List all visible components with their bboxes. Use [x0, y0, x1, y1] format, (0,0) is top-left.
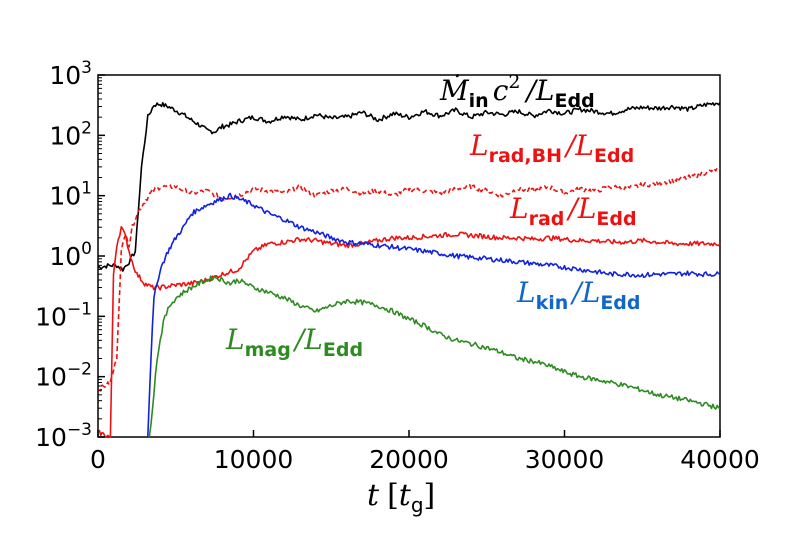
y-tick-label: 102 — [49, 118, 92, 150]
series-line-lrad — [97, 226, 721, 438]
series-line-lmag — [148, 275, 721, 438]
y-tick-label: 10−2 — [35, 360, 92, 392]
x-tick-label: 0 — [90, 445, 106, 474]
y-tick-label: 10−1 — [35, 299, 92, 331]
plot-series — [97, 102, 721, 438]
x-tick-label: 20000 — [369, 445, 449, 474]
series-line-mdot — [97, 102, 721, 272]
y-tick-label: 10−3 — [35, 420, 92, 452]
x-axis: 0 10000 20000 30000 40000 — [90, 430, 760, 474]
series-label-lkin: Lkin/LEdd — [516, 276, 641, 314]
x-axis-label: t [tg] — [367, 478, 435, 517]
y-tick-label: 100 — [49, 239, 92, 271]
series-label-lrad-bh: Lrad,BH/LEdd — [469, 129, 634, 167]
y-tick-label: 103 — [49, 58, 92, 90]
x-tick-label: 10000 — [214, 445, 294, 474]
series-line-lkin — [147, 192, 721, 438]
x-tick-label: 40000 — [680, 445, 760, 474]
series-label-lrad: Lrad/LEdd — [509, 192, 637, 230]
y-tick-label: 101 — [49, 179, 92, 211]
plot-frame — [97, 74, 721, 438]
series-label-mdot: Ṁin c2/LEdd — [439, 71, 595, 112]
y-axis: 10−3 10−2 10−1 100 101 102 103 — [35, 58, 105, 452]
series-label-lmag: Lmag/LEdd — [225, 323, 363, 361]
x-tick-label: 30000 — [525, 445, 605, 474]
series-line-lrad_bh — [97, 167, 721, 392]
